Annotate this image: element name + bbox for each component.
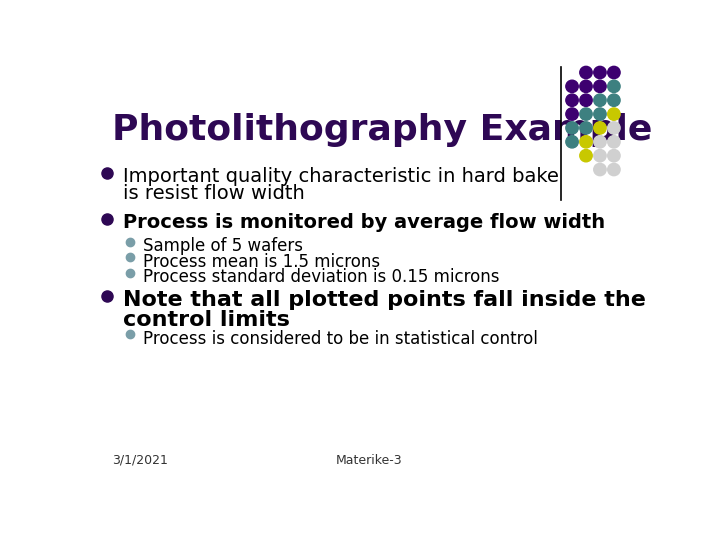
Circle shape: [608, 122, 620, 134]
Text: Photolithography Example: Photolithography Example: [112, 112, 652, 146]
Circle shape: [608, 80, 620, 92]
Text: Process is considered to be in statistical control: Process is considered to be in statistic…: [143, 330, 538, 348]
Text: Note that all plotted points fall inside the: Note that all plotted points fall inside…: [122, 291, 645, 310]
Circle shape: [580, 136, 593, 148]
Text: Process is monitored by average flow width: Process is monitored by average flow wid…: [122, 213, 605, 232]
Circle shape: [594, 108, 606, 120]
Circle shape: [566, 94, 578, 106]
Circle shape: [608, 164, 620, 176]
Circle shape: [608, 150, 620, 162]
Text: is resist flow width: is resist flow width: [122, 184, 305, 203]
Circle shape: [580, 94, 593, 106]
Circle shape: [608, 108, 620, 120]
Text: Process mean is 1.5 microns: Process mean is 1.5 microns: [143, 253, 380, 271]
Circle shape: [594, 136, 606, 148]
Circle shape: [608, 94, 620, 106]
Circle shape: [594, 164, 606, 176]
Circle shape: [594, 94, 606, 106]
Circle shape: [566, 80, 578, 92]
Circle shape: [580, 66, 593, 79]
Circle shape: [580, 150, 593, 162]
Circle shape: [608, 66, 620, 79]
Text: Materike-3: Materike-3: [336, 454, 402, 467]
Circle shape: [594, 150, 606, 162]
Circle shape: [580, 80, 593, 92]
Circle shape: [594, 66, 606, 79]
Circle shape: [580, 122, 593, 134]
Circle shape: [566, 108, 578, 120]
Text: control limits: control limits: [122, 310, 289, 330]
Circle shape: [566, 136, 578, 148]
Text: Sample of 5 wafers: Sample of 5 wafers: [143, 237, 302, 255]
Text: Process standard deviation is 0.15 microns: Process standard deviation is 0.15 micro…: [143, 268, 499, 286]
Text: 3/1/2021: 3/1/2021: [112, 454, 168, 467]
Circle shape: [566, 122, 578, 134]
Circle shape: [608, 136, 620, 148]
Circle shape: [580, 108, 593, 120]
Text: Important quality characteristic in hard bake: Important quality characteristic in hard…: [122, 167, 559, 186]
Circle shape: [594, 122, 606, 134]
Circle shape: [594, 80, 606, 92]
